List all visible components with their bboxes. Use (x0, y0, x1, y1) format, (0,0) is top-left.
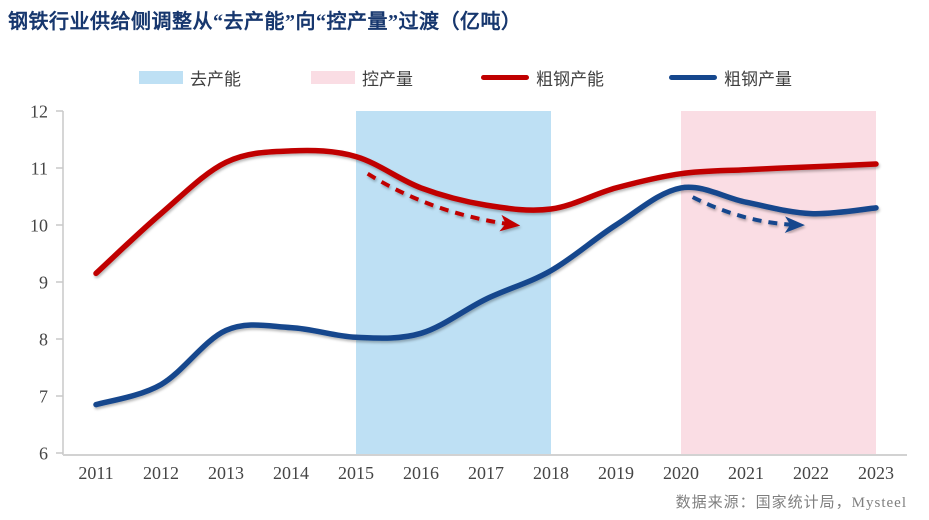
svg-text:7: 7 (39, 386, 48, 406)
legend-label: 粗钢产能 (536, 69, 604, 89)
svg-text:2014: 2014 (273, 463, 309, 483)
svg-text:2018: 2018 (533, 463, 569, 483)
svg-text:2021: 2021 (728, 463, 764, 483)
svg-text:2023: 2023 (858, 463, 894, 483)
legend-label: 去产能 (190, 69, 241, 89)
output-line-swatch-icon (669, 74, 717, 80)
capacity-line-swatch-icon (481, 74, 529, 80)
svg-text:2012: 2012 (143, 463, 179, 483)
svg-text:8: 8 (39, 329, 48, 349)
svg-text:2015: 2015 (338, 463, 374, 483)
legend-item-decapacity: 去产能 (139, 64, 241, 90)
legend-item-capacity-line: 粗钢产能 (481, 64, 604, 90)
svg-text:12: 12 (30, 101, 48, 121)
svg-text:9: 9 (39, 272, 48, 292)
legend-label: 粗钢产量 (724, 69, 792, 89)
decapacity-swatch-icon (139, 70, 183, 84)
svg-text:10: 10 (30, 215, 48, 235)
svg-text:2017: 2017 (468, 463, 504, 483)
svg-text:11: 11 (31, 158, 48, 178)
chart-title: 钢铁行业供给侧调整从“去产能”向“控产量”过渡（亿吨） (8, 11, 522, 33)
svg-text:2016: 2016 (403, 463, 439, 483)
data-source: 数据来源：国家统计局，Mysteel (675, 495, 907, 511)
chart-legend: 去产能 控产量 粗钢产能 粗钢产量 (0, 64, 929, 90)
svg-text:2022: 2022 (793, 463, 829, 483)
svg-text:2019: 2019 (598, 463, 634, 483)
svg-text:2013: 2013 (208, 463, 244, 483)
output-control-swatch-icon (311, 70, 355, 84)
legend-label: 控产量 (362, 69, 413, 89)
svg-text:2020: 2020 (663, 463, 699, 483)
svg-text:2011: 2011 (78, 463, 113, 483)
svg-text:6: 6 (39, 443, 48, 463)
legend-item-output-line: 粗钢产量 (669, 64, 792, 90)
legend-item-output-control: 控产量 (311, 64, 413, 90)
